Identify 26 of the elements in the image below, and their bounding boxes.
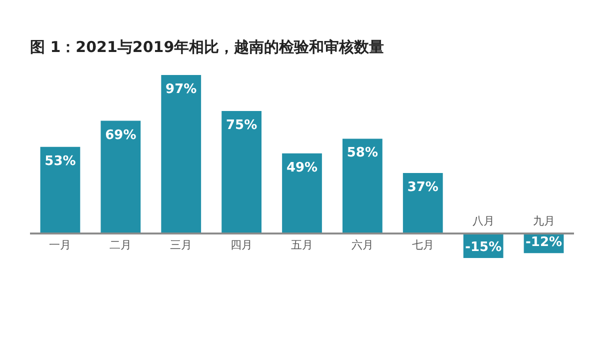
data-label: 69% [105, 128, 136, 143]
data-label: 97% [166, 82, 197, 97]
x-tick-label: 四月 [230, 238, 253, 252]
x-tick-label: 九月 [532, 214, 555, 228]
bar [402, 173, 443, 234]
data-label: 58% [346, 146, 378, 161]
x-tick-label: 六月 [351, 238, 374, 252]
data-label: 49% [286, 160, 318, 176]
data-label: -12% [526, 235, 562, 250]
data-label: 53% [44, 154, 76, 169]
bar [40, 146, 80, 234]
x-tick-label: 三月 [170, 238, 192, 252]
bar [161, 75, 202, 234]
x-tick-label: 五月 [291, 238, 313, 252]
x-tick-label: 七月 [412, 238, 434, 252]
chart-title: 图 1：2021与2019年相比，越南的检验和审核数量 [30, 38, 384, 56]
bar [100, 120, 141, 234]
bar [282, 153, 322, 234]
data-label: -15% [465, 240, 502, 255]
data-label: 75% [226, 118, 258, 133]
x-tick-label: 八月 [472, 214, 494, 228]
x-tick-label: 二月 [110, 238, 132, 252]
data-label: 37% [407, 180, 438, 196]
x-tick-label: 一月 [49, 238, 72, 252]
bar [342, 138, 382, 234]
bar [222, 110, 262, 234]
